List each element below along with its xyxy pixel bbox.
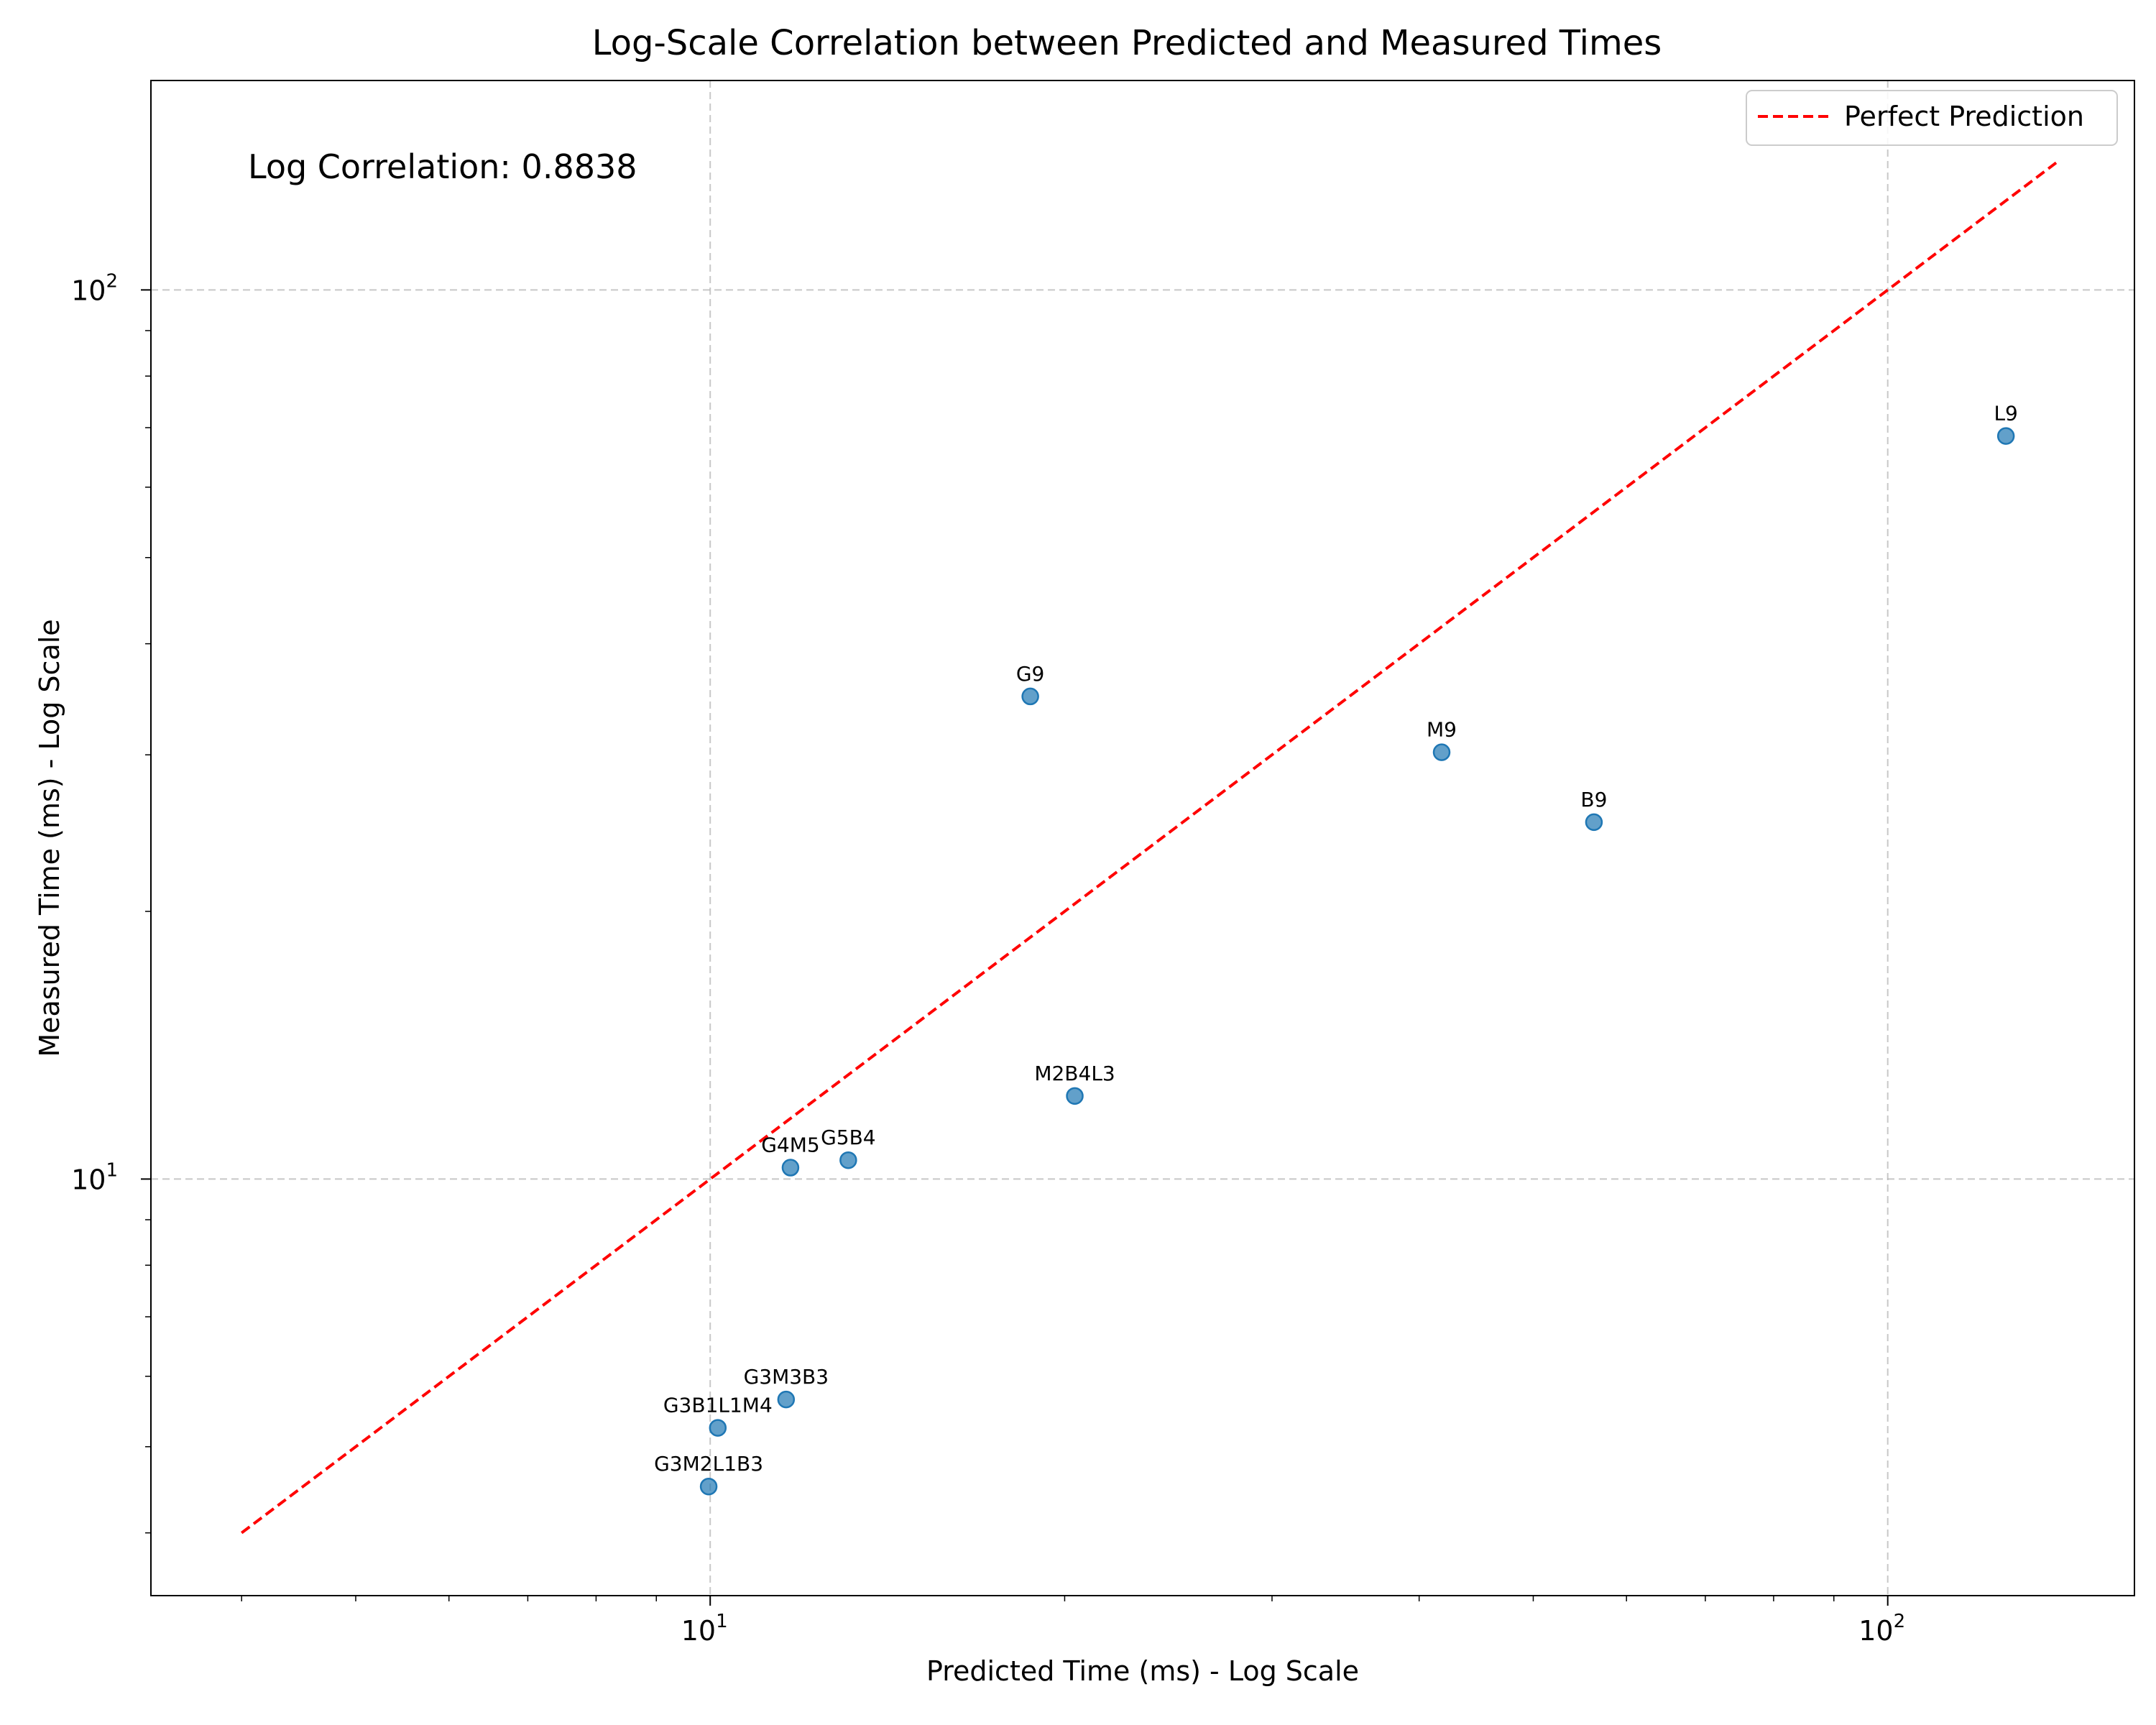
point-label: G3B1L1M4 [663,1394,773,1417]
scatter-point [1021,687,1039,706]
point-label: L9 [1994,402,2017,426]
correlation-annotation: Log Correlation: 0.8838 [248,147,637,186]
scatter-point [777,1390,796,1409]
point-label: G9 [1016,662,1045,686]
point-label: M2B4L3 [1034,1062,1115,1085]
y-tick-exponent: 1 [106,1159,118,1181]
legend-box [1746,90,2118,146]
scatter-point [1432,743,1451,761]
x-tick-exponent: 1 [716,1611,728,1632]
reference-line-group [240,161,2058,1535]
point-label: G4M5 [761,1133,819,1157]
scatter-point [1996,427,2015,445]
point-label: M9 [1427,718,1457,742]
scatter-point [1066,1087,1084,1105]
scatter-point [709,1419,727,1437]
y-axis-label: Measured Time (ms) - Log Scale [34,619,65,1057]
scatter-point [839,1151,857,1169]
scatter-point [1585,813,1603,832]
scatter-point [781,1159,800,1177]
plot-frame [150,80,2135,1596]
x-axis-label: Predicted Time (ms) - Log Scale [926,1655,1359,1687]
scatter-point [699,1477,718,1496]
point-label: G3M3B3 [744,1365,829,1389]
y-tick-exponent: 2 [106,270,118,292]
grid [151,80,2134,1596]
x-tick-exponent: 2 [1894,1611,1906,1632]
legend: Perfect Prediction [1746,90,2118,146]
point-label: B9 [1580,788,1607,811]
points-group: L9 G9 M9 B9 M2B4L3 G4M5 G5B4 G3M3B3 G3B1L1M4 G3M2… [654,402,2018,1496]
point-label: G3M2L1B3 [654,1452,763,1476]
chart-title: Log-Scale Correlation between Predicted … [592,23,1662,63]
legend-label: Perfect Prediction [1844,101,2084,132]
reference-line [240,161,2058,1535]
point-label: G5B4 [821,1126,876,1149]
